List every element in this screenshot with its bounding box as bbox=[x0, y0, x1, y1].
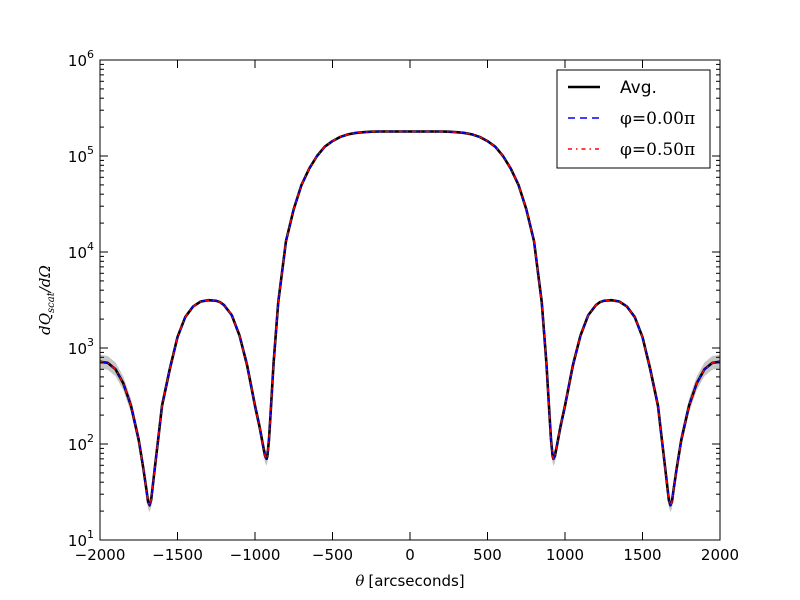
y-tick-label: 105 bbox=[68, 144, 94, 166]
x-tick-label: −500 bbox=[312, 546, 353, 564]
x-tick-label: 0 bbox=[405, 546, 415, 564]
x-tick-label: −1500 bbox=[152, 546, 203, 564]
y-axis-label: dQscat/dΩ bbox=[36, 265, 57, 335]
y-axis-ticks: 101 102 103 104 105 106 bbox=[68, 48, 720, 550]
y-tick-label: 102 bbox=[68, 432, 94, 454]
x-axis-unit: [arcseconds] bbox=[368, 572, 464, 590]
y-tick-label: 101 bbox=[68, 528, 94, 550]
x-tick-label: 2000 bbox=[701, 546, 739, 564]
x-tick-label: −2000 bbox=[75, 546, 126, 564]
series-line-0 bbox=[99, 130, 721, 507]
legend-label-2: φ=0.50π bbox=[620, 140, 695, 160]
y-axis-label-d: dQ bbox=[36, 313, 54, 335]
x-tick-label: −1000 bbox=[230, 546, 281, 564]
y-axis-label-sub: scat bbox=[46, 291, 57, 313]
x-axis-ticks: −2000 −1500 −1000 −500 0 500 1000 1500 2000 bbox=[75, 60, 739, 564]
x-axis-label: θ [arcseconds] bbox=[355, 572, 464, 590]
series-line-2 bbox=[99, 130, 721, 507]
variance-band-layer bbox=[100, 130, 720, 513]
legend: Avg. φ=0.00π φ=0.50π bbox=[556, 69, 711, 169]
x-tick-label: 500 bbox=[473, 546, 502, 564]
svg-text:dQscat/dΩ: dQscat/dΩ bbox=[36, 265, 57, 335]
series-layer bbox=[99, 130, 721, 507]
y-tick-label: 104 bbox=[68, 240, 94, 262]
x-tick-label: 1500 bbox=[623, 546, 661, 564]
x-tick-label: 1000 bbox=[546, 546, 584, 564]
variance-band bbox=[100, 130, 720, 513]
x-axis-symbol: θ bbox=[355, 572, 364, 590]
y-tick-label: 103 bbox=[68, 336, 94, 358]
legend-label-0: Avg. bbox=[620, 78, 657, 98]
legend-label-1: φ=0.00π bbox=[620, 109, 695, 129]
series-line-1 bbox=[99, 130, 721, 507]
y-tick-label: 106 bbox=[68, 48, 94, 70]
y-axis-label-rest: /dΩ bbox=[36, 265, 54, 294]
